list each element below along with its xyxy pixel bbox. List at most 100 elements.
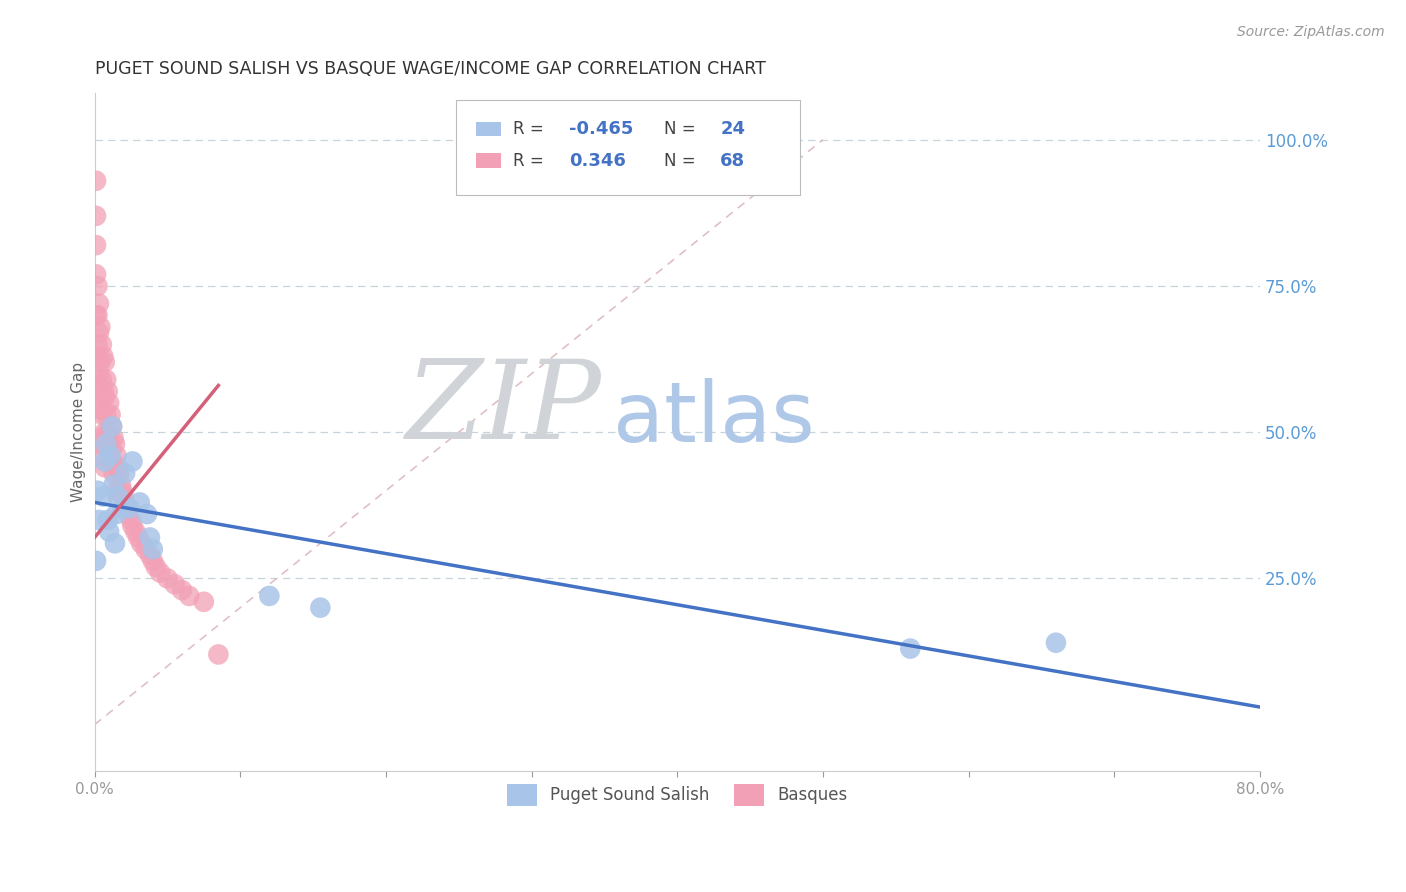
Text: atlas: atlas — [613, 378, 815, 459]
Point — [86, 279, 108, 293]
Point — [105, 507, 128, 521]
Point — [101, 419, 124, 434]
Point — [114, 495, 136, 509]
Point — [115, 501, 138, 516]
Point — [149, 566, 172, 580]
Text: N =: N = — [665, 120, 702, 138]
Point — [105, 483, 128, 498]
Point — [136, 507, 159, 521]
Point — [207, 648, 229, 662]
Point — [127, 531, 149, 545]
Point — [98, 396, 121, 410]
Point — [97, 425, 120, 440]
Point — [100, 442, 122, 457]
Point — [135, 542, 157, 557]
FancyBboxPatch shape — [475, 121, 502, 136]
Point — [84, 554, 107, 568]
Point — [129, 536, 152, 550]
Point — [107, 460, 129, 475]
Point — [103, 431, 125, 445]
Point — [89, 355, 111, 369]
Point — [898, 641, 921, 656]
Text: 24: 24 — [720, 120, 745, 138]
Point — [86, 483, 108, 498]
Point — [84, 238, 107, 252]
Point — [309, 600, 332, 615]
Point — [120, 513, 142, 527]
Point — [87, 437, 110, 451]
Point — [98, 524, 121, 539]
Point — [90, 449, 112, 463]
Point — [128, 495, 150, 509]
Point — [139, 531, 162, 545]
Point — [94, 425, 117, 440]
Point — [94, 390, 117, 404]
Point — [112, 490, 135, 504]
Point — [111, 501, 134, 516]
Point — [104, 536, 127, 550]
Point — [87, 367, 110, 381]
Point — [101, 454, 124, 468]
Point — [1045, 636, 1067, 650]
Point — [121, 518, 143, 533]
Point — [145, 559, 167, 574]
FancyBboxPatch shape — [456, 100, 800, 194]
Point — [84, 349, 107, 363]
Point — [84, 209, 107, 223]
Point — [121, 454, 143, 468]
Point — [98, 437, 121, 451]
Point — [84, 308, 107, 322]
Point — [86, 378, 108, 392]
Text: 0.346: 0.346 — [569, 152, 626, 169]
Point — [90, 337, 112, 351]
FancyBboxPatch shape — [475, 153, 502, 169]
Text: -0.465: -0.465 — [569, 120, 633, 138]
Point — [104, 437, 127, 451]
Point — [90, 408, 112, 422]
Point — [170, 583, 193, 598]
Point — [94, 460, 117, 475]
Text: R =: R = — [513, 120, 548, 138]
Legend: Puget Sound Salish, Basques: Puget Sound Salish, Basques — [498, 776, 856, 814]
Point — [193, 595, 215, 609]
Point — [96, 373, 118, 387]
Point — [100, 449, 122, 463]
Point — [89, 431, 111, 445]
Text: R =: R = — [513, 152, 548, 169]
Point — [89, 396, 111, 410]
Text: PUGET SOUND SALISH VS BASQUE WAGE/INCOME GAP CORRELATION CHART: PUGET SOUND SALISH VS BASQUE WAGE/INCOME… — [94, 60, 765, 78]
Point — [163, 577, 186, 591]
Point — [156, 571, 179, 585]
Text: 68: 68 — [720, 152, 745, 169]
Point — [179, 589, 201, 603]
Point — [94, 454, 117, 468]
Point — [142, 542, 165, 557]
Point — [87, 401, 110, 416]
Point — [91, 384, 114, 399]
Point — [91, 349, 114, 363]
Point — [114, 466, 136, 480]
Point — [103, 478, 125, 492]
Point — [86, 308, 108, 322]
Point — [89, 320, 111, 334]
Text: N =: N = — [665, 152, 702, 169]
Point — [96, 408, 118, 422]
Y-axis label: Wage/Income Gap: Wage/Income Gap — [72, 362, 86, 502]
Point — [100, 408, 122, 422]
Point — [96, 437, 118, 451]
Point — [105, 449, 128, 463]
Point — [124, 524, 146, 539]
Point — [139, 548, 162, 562]
Point — [97, 384, 120, 399]
Point — [87, 326, 110, 340]
Text: ZIP: ZIP — [405, 355, 602, 462]
Point — [117, 507, 139, 521]
Point — [91, 490, 114, 504]
Point — [108, 466, 131, 480]
Point — [90, 373, 112, 387]
Point — [103, 466, 125, 480]
Point — [107, 490, 129, 504]
Point — [110, 478, 132, 492]
Point — [84, 268, 107, 282]
Text: Source: ZipAtlas.com: Source: ZipAtlas.com — [1237, 25, 1385, 39]
